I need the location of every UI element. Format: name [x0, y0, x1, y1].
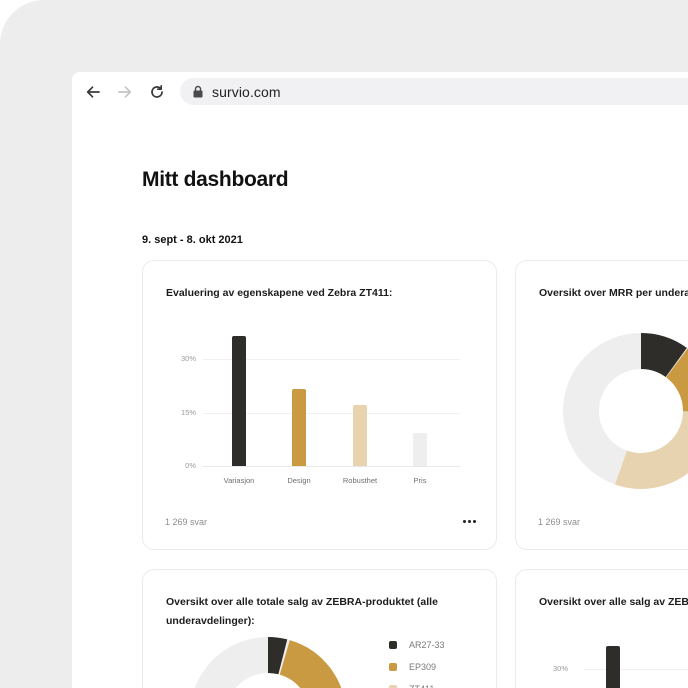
- card-title: Oversikt over alle salg av ZEBRA: [539, 596, 688, 608]
- browser-toolbar: survio.com: [72, 72, 688, 112]
- legend-label: EP309: [409, 662, 437, 672]
- legend-item-ar27-33[interactable]: AR27-33: [389, 634, 445, 656]
- address-bar[interactable]: survio.com: [180, 78, 688, 105]
- ytick-0: 0%: [185, 461, 196, 470]
- arrow-left-icon: [86, 86, 100, 98]
- card-title-line-2: underavdelinger):: [166, 615, 255, 627]
- lock-icon: [193, 85, 203, 98]
- url-text[interactable]: survio.com: [212, 83, 281, 100]
- card-title: Oversikt over MRR per underavdeling: [539, 287, 688, 299]
- dot-icon: [473, 520, 476, 523]
- legend-item-zt411[interactable]: ZT411: [389, 678, 445, 688]
- xtick-pris: Pris: [413, 476, 427, 485]
- bar-sales-1[interactable]: [606, 646, 620, 688]
- card-all-sales: Oversikt over alle salg av ZEBRA 30%: [515, 569, 688, 688]
- browser-window: survio.com Mitt dashboard 9. sept - 8. o…: [72, 72, 688, 688]
- bar-pris[interactable]: [413, 433, 427, 466]
- forward-button[interactable]: [114, 81, 136, 103]
- response-count: 1 269 svar: [538, 517, 581, 527]
- card-title-line-1: Oversikt over alle totale salg av ZEBRA-…: [166, 596, 438, 608]
- legend-label: ZT411: [409, 684, 434, 688]
- bar-variasjon[interactable]: [232, 336, 246, 466]
- donut-chart-mrr[interactable]: [561, 331, 688, 491]
- gridline: [203, 359, 460, 360]
- response-count: 1 269 svar: [165, 517, 208, 527]
- baseline: [203, 466, 460, 467]
- card-title: Oversikt over alle totale salg av ZEBRA-…: [166, 593, 438, 631]
- xtick-robusthet: Robusthet: [342, 476, 378, 485]
- more-options-button[interactable]: [463, 520, 476, 523]
- arrow-right-icon: [118, 86, 132, 98]
- reload-button[interactable]: [146, 81, 168, 103]
- bar-robusthet[interactable]: [353, 405, 367, 466]
- card-total-sales: Oversikt over alle totale salg av ZEBRA-…: [142, 569, 497, 688]
- donut-chart-total-sales[interactable]: [188, 635, 348, 688]
- back-button[interactable]: [82, 81, 104, 103]
- card-mrr-overview: Oversikt over MRR per underavdeling 1 26…: [515, 260, 688, 550]
- ytick-15: 15%: [180, 408, 196, 417]
- xtick-design: Design: [287, 476, 311, 485]
- reload-icon: [151, 84, 163, 98]
- legend-swatch: [389, 685, 397, 688]
- ytick-30: 30%: [180, 354, 196, 363]
- legend-item-ep309[interactable]: EP309: [389, 656, 445, 678]
- dot-icon: [463, 520, 466, 523]
- dot-icon: [468, 520, 471, 523]
- gridline: [203, 413, 460, 414]
- page-content: Mitt dashboard 9. sept - 8. okt 2021 Eva…: [72, 112, 688, 688]
- ytick-30: 30%: [552, 664, 568, 673]
- page-title: Mitt dashboard: [142, 168, 289, 191]
- date-range[interactable]: 9. sept - 8. okt 2021: [142, 234, 243, 246]
- bar-design[interactable]: [292, 389, 306, 466]
- card-title: Evaluering av egenskapene ved Zebra ZT41…: [166, 287, 393, 299]
- legend-label: AR27-33: [409, 640, 445, 650]
- xtick-variasjon: Variasjon: [223, 476, 255, 485]
- legend-swatch: [389, 663, 397, 671]
- chart-legend: AR27-33 EP309 ZT411: [389, 634, 445, 688]
- gridline: [584, 669, 688, 670]
- bar-chart: 30% 15% 0% Variasjon Design Robusthet Pr…: [143, 261, 498, 551]
- card-feature-evaluation: Evaluering av egenskapene ved Zebra ZT41…: [142, 260, 497, 550]
- legend-swatch: [389, 641, 397, 649]
